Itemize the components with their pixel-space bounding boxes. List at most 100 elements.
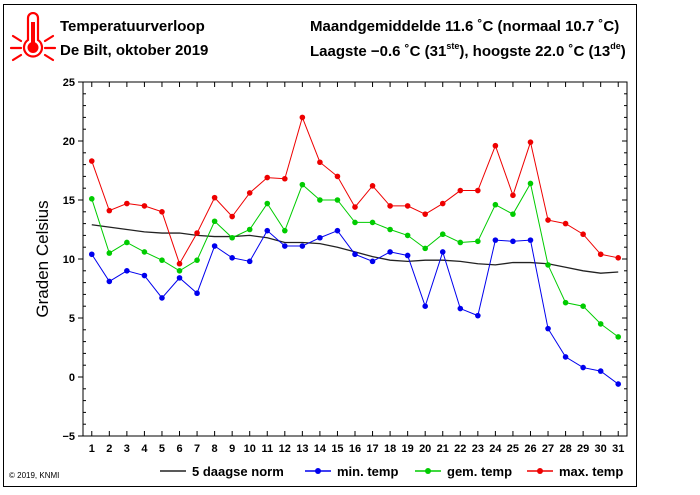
data-point-min — [282, 243, 288, 249]
data-point-gem — [229, 234, 235, 241]
x-tick-label: 5 — [159, 443, 165, 455]
y-tick-label: −5 — [62, 431, 75, 443]
data-point-min — [141, 272, 148, 279]
data-point-gem — [159, 257, 165, 263]
data-point-gem — [124, 239, 130, 246]
data-point-max — [457, 187, 464, 194]
data-point-max — [580, 231, 586, 238]
x-tick-label: 18 — [384, 443, 396, 455]
data-point-gem — [141, 249, 148, 255]
data-point-min — [387, 249, 393, 255]
data-point-min — [492, 237, 499, 243]
data-point-gem — [264, 200, 271, 207]
data-point-gem — [562, 299, 569, 306]
data-point-max — [404, 203, 411, 209]
data-point-gem — [334, 197, 341, 203]
data-point-gem — [580, 303, 586, 310]
data-point-max — [211, 194, 218, 201]
data-point-max — [510, 192, 516, 199]
data-point-gem — [510, 211, 516, 217]
data-point-min — [475, 312, 481, 319]
legend-marker-min — [315, 468, 321, 474]
data-point-min — [124, 268, 130, 274]
data-point-max — [317, 159, 323, 166]
x-tick-label: 17 — [366, 443, 378, 455]
data-point-gem — [475, 238, 481, 245]
data-point-min — [176, 275, 183, 281]
x-tick-label: 21 — [437, 443, 449, 455]
data-point-max — [615, 255, 622, 261]
data-point-gem — [369, 219, 376, 226]
data-point-max — [439, 200, 446, 207]
data-point-gem — [404, 232, 411, 239]
data-point-min — [562, 354, 569, 360]
x-tick-label: 3 — [124, 443, 130, 455]
data-point-max — [387, 203, 393, 209]
data-point-min — [439, 249, 446, 255]
x-tick-label: 22 — [454, 443, 466, 455]
data-point-max — [282, 175, 288, 182]
data-point-gem — [387, 226, 393, 233]
x-tick-label: 12 — [279, 443, 291, 455]
data-point-max — [352, 204, 358, 210]
data-point-min — [299, 243, 306, 249]
data-point-max — [88, 158, 95, 164]
data-point-max — [264, 174, 271, 181]
data-point-max — [527, 139, 534, 145]
data-point-max — [124, 200, 130, 207]
data-point-max — [176, 260, 183, 267]
x-tick-label: 30 — [595, 443, 607, 455]
data-point-gem — [615, 334, 622, 340]
data-point-min — [615, 381, 622, 387]
data-point-max — [106, 207, 113, 214]
x-tick-label: 4 — [141, 443, 148, 455]
x-tick-label: 31 — [612, 443, 624, 455]
data-point-gem — [422, 245, 428, 252]
data-point-min — [422, 303, 428, 310]
data-point-max — [545, 217, 551, 223]
data-point-min — [597, 368, 604, 374]
x-tick-label: 10 — [244, 443, 256, 455]
data-point-gem — [282, 227, 288, 234]
x-tick-label: 14 — [314, 443, 327, 455]
data-point-max — [492, 142, 499, 149]
data-point-max — [369, 183, 376, 189]
thermometer-icon — [9, 12, 57, 62]
x-tick-label: 25 — [507, 443, 519, 455]
x-tick-label: 28 — [559, 443, 571, 455]
data-point-gem — [211, 218, 218, 225]
x-tick-label: 8 — [212, 443, 218, 455]
data-point-max — [422, 211, 428, 217]
data-point-gem — [176, 268, 183, 274]
legend-label-norm: 5 daagse norm — [192, 464, 284, 479]
x-tick-label: 19 — [402, 443, 414, 455]
extremes-sup-2: de — [610, 41, 621, 51]
chart-frame — [3, 4, 637, 487]
x-tick-label: 6 — [176, 443, 182, 455]
data-point-min — [194, 290, 200, 297]
data-point-max — [299, 114, 306, 121]
x-tick-label: 2 — [106, 443, 112, 455]
y-tick-label: 10 — [63, 254, 75, 266]
extremes-text-1: Laagste −0.6 ˚C (31 — [310, 43, 447, 60]
data-point-gem — [492, 201, 499, 208]
data-point-gem — [457, 239, 464, 246]
data-point-max — [334, 173, 341, 180]
x-tick-label: 11 — [261, 443, 273, 455]
data-point-min — [246, 258, 253, 265]
legend-label-gem: gem. temp — [447, 464, 512, 479]
data-point-min — [404, 252, 411, 259]
x-tick-label: 20 — [419, 443, 431, 455]
data-point-min — [352, 251, 358, 258]
legend-label-max: max. temp — [559, 464, 623, 479]
y-tick-label: 5 — [69, 313, 75, 325]
data-point-gem — [439, 231, 446, 238]
series-line-max — [91, 115, 619, 265]
legend-label-min: min. temp — [337, 464, 398, 479]
x-tick-label: 1 — [89, 443, 95, 455]
data-point-min — [369, 258, 376, 265]
data-point-min — [264, 227, 271, 234]
data-point-max — [562, 220, 569, 227]
y-tick-label: 20 — [63, 136, 75, 148]
data-point-max — [246, 190, 253, 196]
